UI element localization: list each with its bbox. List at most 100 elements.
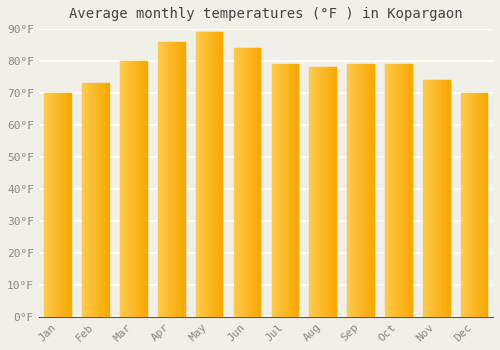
Bar: [120, 61, 146, 317]
Bar: [397, 64, 398, 317]
Bar: [238, 48, 239, 317]
Bar: [196, 32, 222, 317]
Bar: [350, 64, 352, 317]
Bar: [281, 64, 282, 317]
Bar: [442, 80, 443, 317]
Bar: [166, 42, 168, 317]
Bar: [424, 80, 426, 317]
Bar: [400, 64, 401, 317]
Bar: [47, 93, 48, 317]
Bar: [164, 42, 166, 317]
Bar: [285, 64, 286, 317]
Bar: [326, 68, 328, 317]
Bar: [272, 64, 298, 317]
Bar: [423, 80, 450, 317]
Bar: [430, 80, 431, 317]
Bar: [480, 93, 481, 317]
Bar: [297, 64, 298, 317]
Bar: [140, 61, 141, 317]
Bar: [240, 48, 242, 317]
Bar: [134, 61, 135, 317]
Bar: [213, 32, 214, 317]
Bar: [104, 83, 105, 317]
Bar: [440, 80, 442, 317]
Bar: [170, 42, 172, 317]
Bar: [310, 68, 336, 317]
Bar: [255, 48, 256, 317]
Bar: [432, 80, 434, 317]
Bar: [280, 64, 281, 317]
Bar: [58, 93, 59, 317]
Bar: [258, 48, 259, 317]
Bar: [408, 64, 409, 317]
Bar: [385, 64, 411, 317]
Bar: [469, 93, 470, 317]
Bar: [100, 83, 101, 317]
Bar: [60, 93, 62, 317]
Bar: [364, 64, 366, 317]
Bar: [93, 83, 94, 317]
Bar: [89, 83, 90, 317]
Bar: [98, 83, 100, 317]
Bar: [250, 48, 251, 317]
Bar: [138, 61, 140, 317]
Bar: [59, 93, 60, 317]
Bar: [428, 80, 430, 317]
Bar: [246, 48, 247, 317]
Bar: [51, 93, 52, 317]
Bar: [214, 32, 216, 317]
Bar: [108, 83, 109, 317]
Bar: [448, 80, 450, 317]
Bar: [48, 93, 50, 317]
Bar: [461, 93, 487, 317]
Bar: [142, 61, 144, 317]
Bar: [464, 93, 465, 317]
Bar: [256, 48, 258, 317]
Bar: [278, 64, 280, 317]
Bar: [371, 64, 372, 317]
Bar: [254, 48, 255, 317]
Bar: [273, 64, 274, 317]
Bar: [136, 61, 138, 317]
Bar: [330, 68, 332, 317]
Bar: [292, 64, 293, 317]
Bar: [106, 83, 108, 317]
Bar: [439, 80, 440, 317]
Bar: [56, 93, 58, 317]
Bar: [423, 80, 424, 317]
Bar: [248, 48, 250, 317]
Bar: [476, 93, 477, 317]
Bar: [234, 48, 260, 317]
Bar: [252, 48, 254, 317]
Bar: [370, 64, 371, 317]
Title: Average monthly temperatures (°F ) in Kopargaon: Average monthly temperatures (°F ) in Ko…: [69, 7, 462, 21]
Bar: [392, 64, 393, 317]
Bar: [90, 83, 92, 317]
Bar: [235, 48, 236, 317]
Bar: [354, 64, 356, 317]
Bar: [243, 48, 244, 317]
Bar: [316, 68, 318, 317]
Bar: [367, 64, 368, 317]
Bar: [52, 93, 54, 317]
Bar: [216, 32, 217, 317]
Bar: [358, 64, 359, 317]
Bar: [251, 48, 252, 317]
Bar: [130, 61, 131, 317]
Bar: [289, 64, 290, 317]
Bar: [86, 83, 88, 317]
Bar: [436, 80, 438, 317]
Bar: [62, 93, 63, 317]
Bar: [474, 93, 476, 317]
Bar: [96, 83, 97, 317]
Bar: [296, 64, 297, 317]
Bar: [242, 48, 243, 317]
Bar: [426, 80, 427, 317]
Bar: [127, 61, 128, 317]
Bar: [132, 61, 134, 317]
Bar: [120, 61, 122, 317]
Bar: [468, 93, 469, 317]
Bar: [46, 93, 47, 317]
Bar: [54, 93, 55, 317]
Bar: [462, 93, 464, 317]
